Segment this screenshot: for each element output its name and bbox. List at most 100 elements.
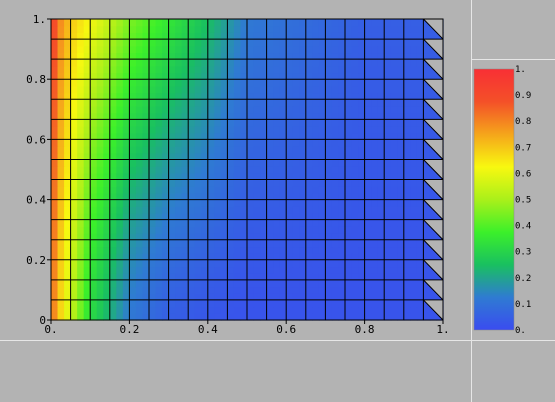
heatmap-cell xyxy=(188,313,196,321)
heatmap-cell xyxy=(384,286,392,294)
heatmap-cell xyxy=(96,186,104,194)
heatmap-cell xyxy=(142,172,150,181)
heatmap-cell xyxy=(168,279,176,288)
heatmap-cell xyxy=(207,179,215,187)
heatmap-cell xyxy=(312,25,320,33)
heatmap-cell xyxy=(162,239,170,248)
heatmap-cell xyxy=(292,52,300,60)
heatmap-cell xyxy=(116,266,124,274)
heatmap-cell xyxy=(90,219,98,227)
heatmap-cell xyxy=(358,219,366,227)
heatmap-cell xyxy=(240,192,248,201)
heatmap-cell xyxy=(122,306,130,314)
heatmap-cell xyxy=(292,172,300,181)
heatmap-cell xyxy=(416,306,424,314)
heatmap-cell xyxy=(325,286,333,294)
heatmap-cell xyxy=(358,99,366,107)
heatmap-cell xyxy=(253,119,261,127)
heatmap-cell xyxy=(64,253,72,261)
heatmap-cell xyxy=(247,146,255,154)
heatmap-cell xyxy=(364,313,372,321)
heatmap-cell xyxy=(240,132,248,140)
colorbar-tick-label: 0.5 xyxy=(515,196,531,206)
heatmap-cell xyxy=(227,199,235,207)
heatmap-cell xyxy=(51,313,59,321)
heatmap-cell xyxy=(116,226,124,234)
heatmap-cell xyxy=(201,146,209,154)
heatmap-cell xyxy=(51,212,59,221)
heatmap-cell xyxy=(390,219,398,227)
heatmap-cell xyxy=(129,186,137,194)
heatmap-cell xyxy=(371,266,379,274)
heatmap-cell xyxy=(312,72,320,80)
heatmap-cell xyxy=(122,179,130,187)
heatmap-cell xyxy=(279,259,287,268)
heatmap-cell xyxy=(305,226,313,234)
heatmap-cell xyxy=(416,105,424,114)
heatmap-cell xyxy=(371,45,379,54)
heatmap-cell xyxy=(305,112,313,120)
heatmap-cell xyxy=(116,186,124,194)
heatmap-cell xyxy=(273,19,281,27)
heatmap-cell xyxy=(305,286,313,294)
heatmap-cell xyxy=(194,233,202,241)
heatmap-cell xyxy=(358,266,366,274)
heatmap-cell xyxy=(220,192,228,201)
heatmap-cell xyxy=(292,72,300,80)
heatmap-cell xyxy=(220,105,228,114)
heatmap-cell xyxy=(64,146,72,154)
heatmap-cell xyxy=(116,219,124,227)
heatmap-cell xyxy=(90,92,98,100)
heatmap-cell xyxy=(96,79,104,87)
heatmap-cell xyxy=(168,72,176,80)
heatmap-cell xyxy=(129,192,137,201)
heatmap-cell xyxy=(96,72,104,80)
heatmap-cell xyxy=(83,172,91,181)
heatmap-cell xyxy=(403,192,411,201)
heatmap-cell xyxy=(377,179,385,187)
heatmap-cell xyxy=(364,99,372,107)
heatmap-cell xyxy=(351,226,359,234)
heatmap-cell xyxy=(397,79,405,87)
heatmap-cell xyxy=(345,233,353,241)
heatmap-cell xyxy=(77,85,85,94)
heatmap-cell xyxy=(57,179,65,187)
heatmap-cell xyxy=(345,159,353,167)
heatmap-cell xyxy=(51,306,59,314)
heatmap-cell xyxy=(214,39,222,47)
heatmap-cell xyxy=(423,192,431,201)
heatmap-cell xyxy=(305,79,313,87)
heatmap-cell xyxy=(64,132,72,140)
heatmap-cell xyxy=(312,45,320,54)
heatmap-cell xyxy=(305,299,313,308)
heatmap-cell xyxy=(331,152,340,161)
heatmap-cell xyxy=(390,39,398,47)
heatmap-cell xyxy=(345,299,353,308)
heatmap-cell xyxy=(64,246,72,254)
heatmap-cell xyxy=(233,279,242,288)
heatmap-cell xyxy=(358,65,366,74)
heatmap-cell xyxy=(77,112,85,120)
heatmap-cell xyxy=(181,126,189,134)
heatmap-cell xyxy=(260,19,268,27)
heatmap-cell xyxy=(135,226,144,234)
heatmap-cell xyxy=(57,65,65,74)
heatmap-cell xyxy=(83,192,91,201)
heatmap-cell xyxy=(273,126,281,134)
heatmap-cell xyxy=(279,313,287,321)
heatmap-cell xyxy=(103,65,111,74)
heatmap-cell xyxy=(292,219,300,227)
heatmap-cell xyxy=(194,65,202,74)
heatmap-cell xyxy=(194,19,202,27)
heatmap-cell xyxy=(207,246,215,254)
heatmap-cell xyxy=(266,259,274,268)
heatmap-cell xyxy=(377,112,385,120)
heatmap-cell xyxy=(103,146,111,154)
colorbar-tick-label: 0.9 xyxy=(515,91,531,101)
heatmap-cell xyxy=(338,206,346,214)
heatmap-cell xyxy=(227,139,235,147)
heatmap-cell xyxy=(260,239,268,248)
heatmap-cell xyxy=(403,293,411,301)
heatmap-cell xyxy=(109,99,117,107)
heatmap-cell xyxy=(51,239,59,248)
